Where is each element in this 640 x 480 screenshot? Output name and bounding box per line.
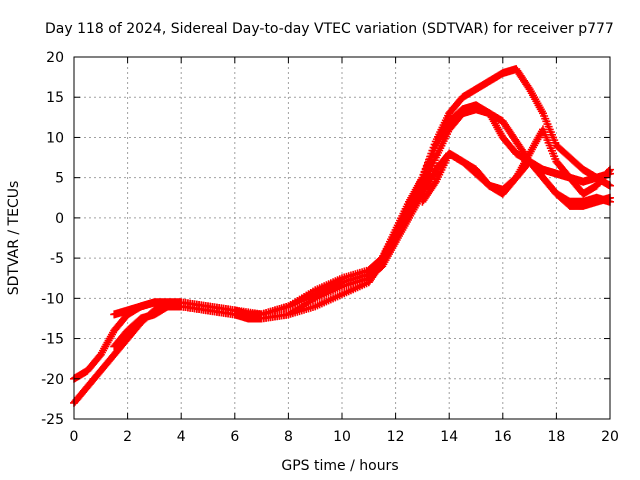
chart-title: Day 118 of 2024, Sidereal Day-to-day VTE… — [45, 21, 614, 37]
x-tick-label: 16 — [494, 429, 512, 445]
y-tick-label: -20 — [41, 372, 64, 388]
x-tick-label: 8 — [284, 429, 293, 445]
x-tick-label: 14 — [440, 429, 458, 445]
x-tick-label: 20 — [601, 429, 619, 445]
x-tick-label: 6 — [230, 429, 239, 445]
y-tick-label: 20 — [46, 50, 64, 66]
y-tick-label: 0 — [55, 211, 64, 227]
y-tick-label: -5 — [50, 251, 64, 267]
y-tick-label: -25 — [41, 412, 64, 428]
x-axis-label: GPS time / hours — [281, 458, 398, 474]
x-tick-label: 0 — [70, 429, 79, 445]
y-tick-label: -15 — [41, 332, 64, 348]
x-tick-label: 10 — [333, 429, 351, 445]
x-tick-label: 4 — [177, 429, 186, 445]
y-axis-label: SDTVAR / TECUs — [6, 181, 22, 296]
y-tick-label: 10 — [46, 130, 64, 146]
x-tick-label: 12 — [387, 429, 405, 445]
axis-ticks: 0 2 4 6 8 10 12 14 16 18 20 -25 -20 -15 -10 -5 0 5 10 15 20 — [41, 50, 619, 445]
x-tick-label: 2 — [123, 429, 132, 445]
data-point-marker — [430, 179, 439, 188]
x-tick-label: 18 — [547, 429, 565, 445]
data-points — [70, 65, 614, 407]
y-tick-label: 15 — [46, 90, 64, 106]
y-tick-label: 5 — [55, 171, 64, 187]
data-point-marker — [604, 166, 613, 175]
y-tick-label: -10 — [41, 291, 64, 307]
